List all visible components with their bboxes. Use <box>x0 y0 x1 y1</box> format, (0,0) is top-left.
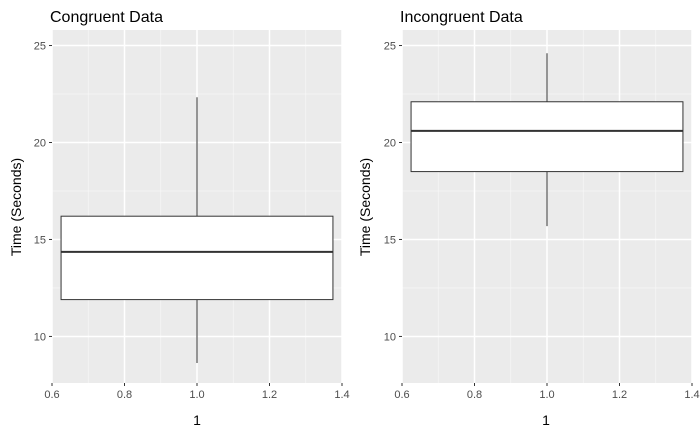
boxplot <box>410 53 684 227</box>
x-axis-ticks: 0.6 0.8 1.0 1.2 1.4 <box>44 383 350 401</box>
x-tick-label: 1.0 <box>539 389 554 401</box>
y-tick-label: 20 <box>34 137 46 149</box>
y-axis-ticks: 10 15 20 25 <box>384 41 402 343</box>
panel-title: Incongruent Data <box>400 9 523 26</box>
y-tick-label: 15 <box>384 234 396 246</box>
y-tick-label: 25 <box>384 41 396 53</box>
x-tick-label: 0.6 <box>394 389 409 401</box>
x-axis-ticks: 0.6 0.8 1.0 1.2 1.4 <box>394 383 700 401</box>
interquartile-box <box>410 101 684 173</box>
y-axis-ticks: 10 15 20 25 <box>34 41 52 343</box>
y-axis-title: Time (Seconds) <box>357 158 373 256</box>
panel-title: Congruent Data <box>50 9 163 26</box>
y-axis-title: Time (Seconds) <box>8 158 24 256</box>
y-tick-label: 10 <box>384 331 396 343</box>
x-tick-label: 0.6 <box>44 389 59 401</box>
y-tick-label: 15 <box>34 234 46 246</box>
x-tick-label: 1.2 <box>612 389 627 401</box>
x-tick-label: 1.2 <box>262 389 277 401</box>
y-tick-label: 25 <box>34 41 46 53</box>
x-tick-label: 1.0 <box>189 389 204 401</box>
x-tick-label: 0.8 <box>467 389 482 401</box>
x-axis-title: 1 <box>193 412 201 428</box>
boxplot <box>60 97 334 364</box>
x-tick-label: 0.8 <box>117 389 132 401</box>
x-tick-label: 1.4 <box>334 389 349 401</box>
interquartile-box <box>60 215 334 301</box>
x-axis-title: 1 <box>542 412 550 428</box>
x-tick-label: 1.4 <box>684 389 699 401</box>
y-tick-label: 10 <box>34 331 46 343</box>
y-tick-label: 20 <box>384 137 396 149</box>
panel-incongruent: Incongruent Data 10 15 20 25 0.6 0.8 1.0 1.2 1.… <box>357 9 700 428</box>
